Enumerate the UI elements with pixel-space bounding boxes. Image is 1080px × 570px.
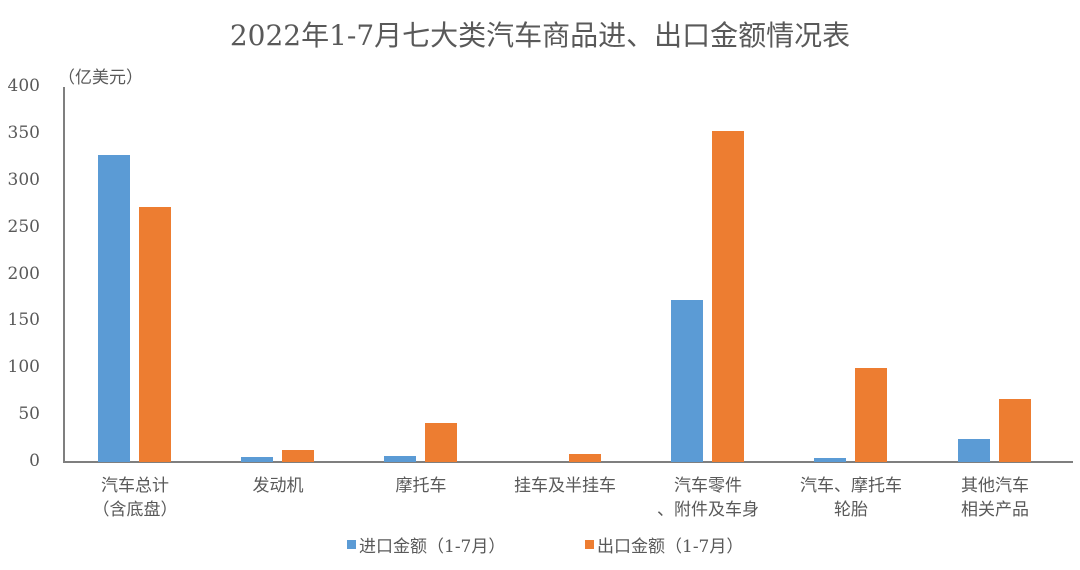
x-tick-label: 摩托车 <box>395 476 447 496</box>
import-bar <box>958 438 990 462</box>
y-axis-unit: （亿美元） <box>58 68 143 88</box>
y-tick-label: 100 <box>7 357 40 378</box>
y-tick-label: 350 <box>7 122 40 143</box>
y-tick-label: 200 <box>7 263 40 284</box>
export-bar <box>139 207 171 462</box>
x-axis-line <box>63 461 1073 463</box>
y-tick-label: 300 <box>7 169 40 190</box>
import-bar <box>241 457 273 462</box>
export-bar <box>855 368 887 462</box>
export-bar <box>999 399 1031 462</box>
x-tick-label: 挂车及半挂车 <box>514 476 616 496</box>
chart-title: 2022年1-7月七大类汽车商品进、出口金额情况表 <box>229 19 851 52</box>
legend-label: 进口金额（1-7月） <box>359 537 506 557</box>
export-bar <box>425 422 457 462</box>
y-tick-label: 0 <box>29 451 40 471</box>
y-tick-label: 400 <box>7 76 40 96</box>
legend-label: 出口金额（1-7月） <box>597 537 744 557</box>
import-bar <box>671 299 703 462</box>
x-tick-label: 汽车、摩托车 轮胎 <box>800 476 902 520</box>
y-tick-label: 50 <box>18 404 40 425</box>
legend-item-export: 出口金额（1-7月） <box>585 532 743 557</box>
legend-swatch-icon <box>347 540 356 549</box>
y-tick-label: 250 <box>7 216 40 237</box>
legend-swatch-icon <box>585 540 594 549</box>
y-tick-label: 150 <box>7 310 40 331</box>
export-bar <box>712 131 744 462</box>
import-bar <box>814 458 846 462</box>
x-tick-label: 汽车零件 、附件及车身 <box>657 476 759 520</box>
export-bar <box>282 449 314 462</box>
x-tick-label: 汽车总计 （含底盘） <box>92 476 178 520</box>
import-bar <box>98 155 130 462</box>
x-tick-label: 其他汽车 相关产品 <box>961 476 1029 520</box>
y-axis-line <box>63 87 65 463</box>
x-tick-label: 发动机 <box>252 476 304 496</box>
legend-item-import: 进口金额（1-7月） <box>347 532 505 557</box>
export-bar <box>569 453 601 462</box>
import-bar <box>384 456 416 462</box>
